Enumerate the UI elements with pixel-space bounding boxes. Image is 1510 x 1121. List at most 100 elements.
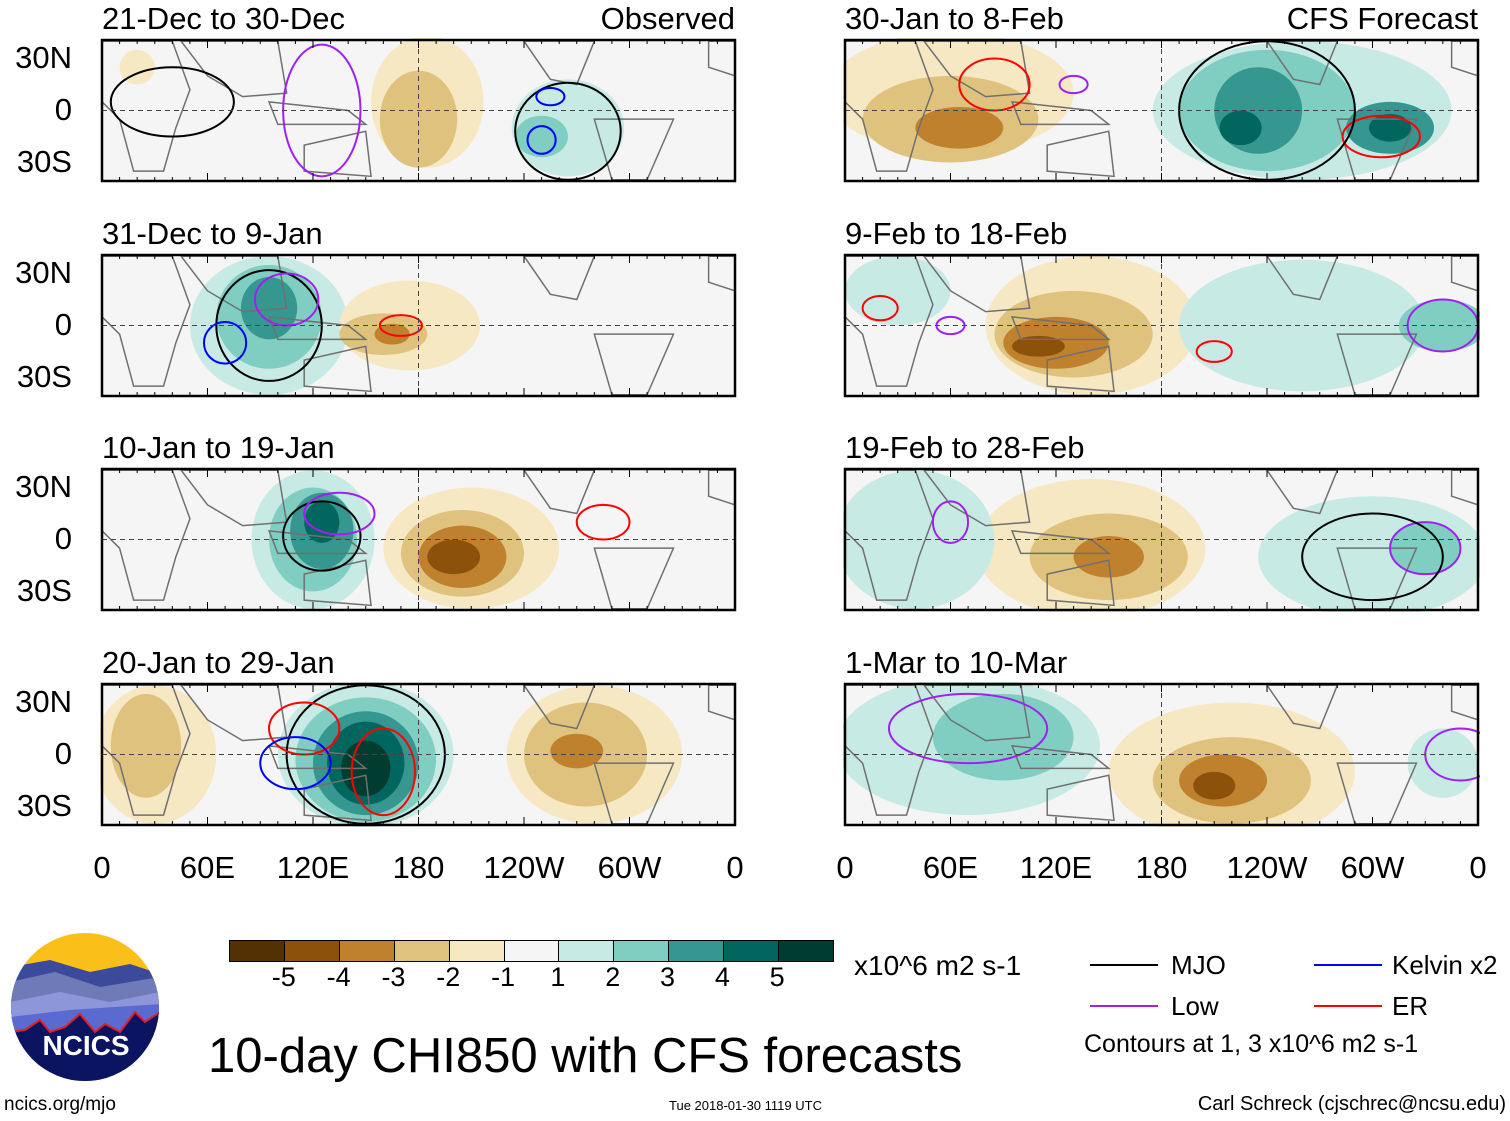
coastline <box>1046 559 1115 607</box>
lon-label: 0 <box>93 850 111 885</box>
coastline <box>101 255 191 387</box>
lon-label: 60E <box>922 850 979 885</box>
lat-label: 30N <box>15 255 72 290</box>
colorbar-label: 4 <box>714 962 730 992</box>
coastline <box>303 345 372 393</box>
colorbar-label: 1 <box>550 962 566 992</box>
ncics-logo: NCICS <box>11 933 159 1081</box>
wave-contour <box>259 736 332 791</box>
legend-low-label: Low <box>1171 991 1219 1021</box>
wave-contour <box>958 57 1031 112</box>
lat-label: 0 <box>54 307 72 342</box>
wave-contour <box>931 500 970 544</box>
legend-low-line <box>1090 1005 1158 1007</box>
wave-contour <box>1058 74 1089 95</box>
colorbar-swatch <box>449 941 505 961</box>
anomaly-shading <box>304 501 340 543</box>
lat-label: 30S <box>16 788 72 823</box>
logo-text: NCICS <box>42 1030 129 1061</box>
map-panel <box>843 38 1480 183</box>
colorbar-swatch <box>559 941 615 961</box>
lat-label: 30S <box>16 359 72 394</box>
wave-contour <box>1389 521 1462 576</box>
lon-label: 180 <box>392 850 445 885</box>
map-panel <box>100 38 737 183</box>
anomaly-shading <box>1219 110 1262 146</box>
wave-contour <box>109 66 235 138</box>
legend-kelvin-line <box>1314 964 1382 966</box>
colorbar-swatch <box>724 941 780 961</box>
colorbar-swatch <box>339 941 395 961</box>
contour-note: Contours at 1, 3 x10^6 m2 s-1 <box>1084 1030 1419 1058</box>
legend-mjo-line <box>1090 964 1158 966</box>
colorbar-label: -4 <box>326 962 351 992</box>
anomaly-shading <box>119 49 155 85</box>
lon-label: 120E <box>276 850 350 885</box>
lon-label: 60W <box>597 850 662 885</box>
anomaly-shading <box>915 107 1004 149</box>
coastline <box>267 100 368 126</box>
colorbar-label: 3 <box>660 962 676 992</box>
lon-label: 120W <box>1226 850 1308 885</box>
coastline <box>303 774 372 822</box>
coastline <box>101 40 191 172</box>
legend-kelvin-label: Kelvin x2 <box>1392 950 1498 980</box>
panel-title: 10-Jan to 19-Jan <box>102 430 335 465</box>
wave-contour <box>1301 512 1444 602</box>
lat-label: 30S <box>16 144 72 179</box>
colorbar-swatch <box>394 941 450 961</box>
coastline <box>1046 345 1115 393</box>
colorbar-label: -5 <box>271 962 296 992</box>
lon-label: 120W <box>483 850 565 885</box>
lon-label: 0 <box>1469 850 1487 885</box>
wave-contour <box>282 500 362 572</box>
panel-title: 20-Jan to 29-Jan <box>102 645 335 680</box>
coastline <box>1010 529 1111 555</box>
colorbar-swatch <box>284 941 340 961</box>
anomaly-shading <box>1073 536 1144 578</box>
colorbar-label: -1 <box>491 962 516 992</box>
map-panel <box>843 682 1480 827</box>
anomaly-shading <box>379 70 458 168</box>
lat-label: 0 <box>54 736 72 771</box>
colorbar-swatch <box>779 941 833 961</box>
legend-mjo-label: MJO <box>1171 950 1226 980</box>
anomaly-shading <box>550 733 604 769</box>
wave-contour <box>1195 340 1233 363</box>
anomaly-shading <box>240 276 298 340</box>
lat-label: 30S <box>16 573 72 608</box>
anomaly-shading <box>1407 728 1478 798</box>
anomaly-shading <box>1193 771 1236 800</box>
coastline <box>1010 315 1111 341</box>
coastline <box>844 469 934 601</box>
coastline <box>1046 130 1115 178</box>
anomaly-shading <box>845 256 951 326</box>
lon-label: 60E <box>179 850 236 885</box>
colorbar-swatch <box>230 941 285 961</box>
colorbar-swatch <box>614 941 670 961</box>
wave-contour <box>526 125 557 155</box>
coastline <box>303 130 372 178</box>
coastline <box>844 40 934 172</box>
lat-label: 0 <box>54 521 72 556</box>
colorbar-label: -2 <box>436 962 461 992</box>
colorbar-swatch <box>504 941 560 961</box>
anomaly-shading <box>1368 113 1412 142</box>
panel-title: 9-Feb to 18-Feb <box>845 216 1068 251</box>
panel-title: 1-Mar to 10-Mar <box>845 645 1068 680</box>
legend-er-line <box>1314 1005 1382 1007</box>
anomaly-shading <box>427 539 481 575</box>
url-text[interactable]: ncics.org/mjo <box>4 1094 116 1115</box>
coastline <box>844 255 934 387</box>
timestamp: Tue 2018-01-30 1119 UTC <box>669 1098 822 1113</box>
anomaly-shading <box>1012 335 1065 357</box>
coastline <box>101 684 191 816</box>
anomaly-shading <box>932 693 1074 781</box>
map-panel <box>843 253 1480 398</box>
panel-title: 30-Jan to 8-Feb <box>845 1 1064 36</box>
legend-er-label: ER <box>1392 991 1429 1021</box>
anomaly-shading <box>110 693 182 798</box>
lat-label: 30N <box>15 684 72 719</box>
map-panel <box>100 682 737 827</box>
lat-label: 0 <box>54 92 72 127</box>
